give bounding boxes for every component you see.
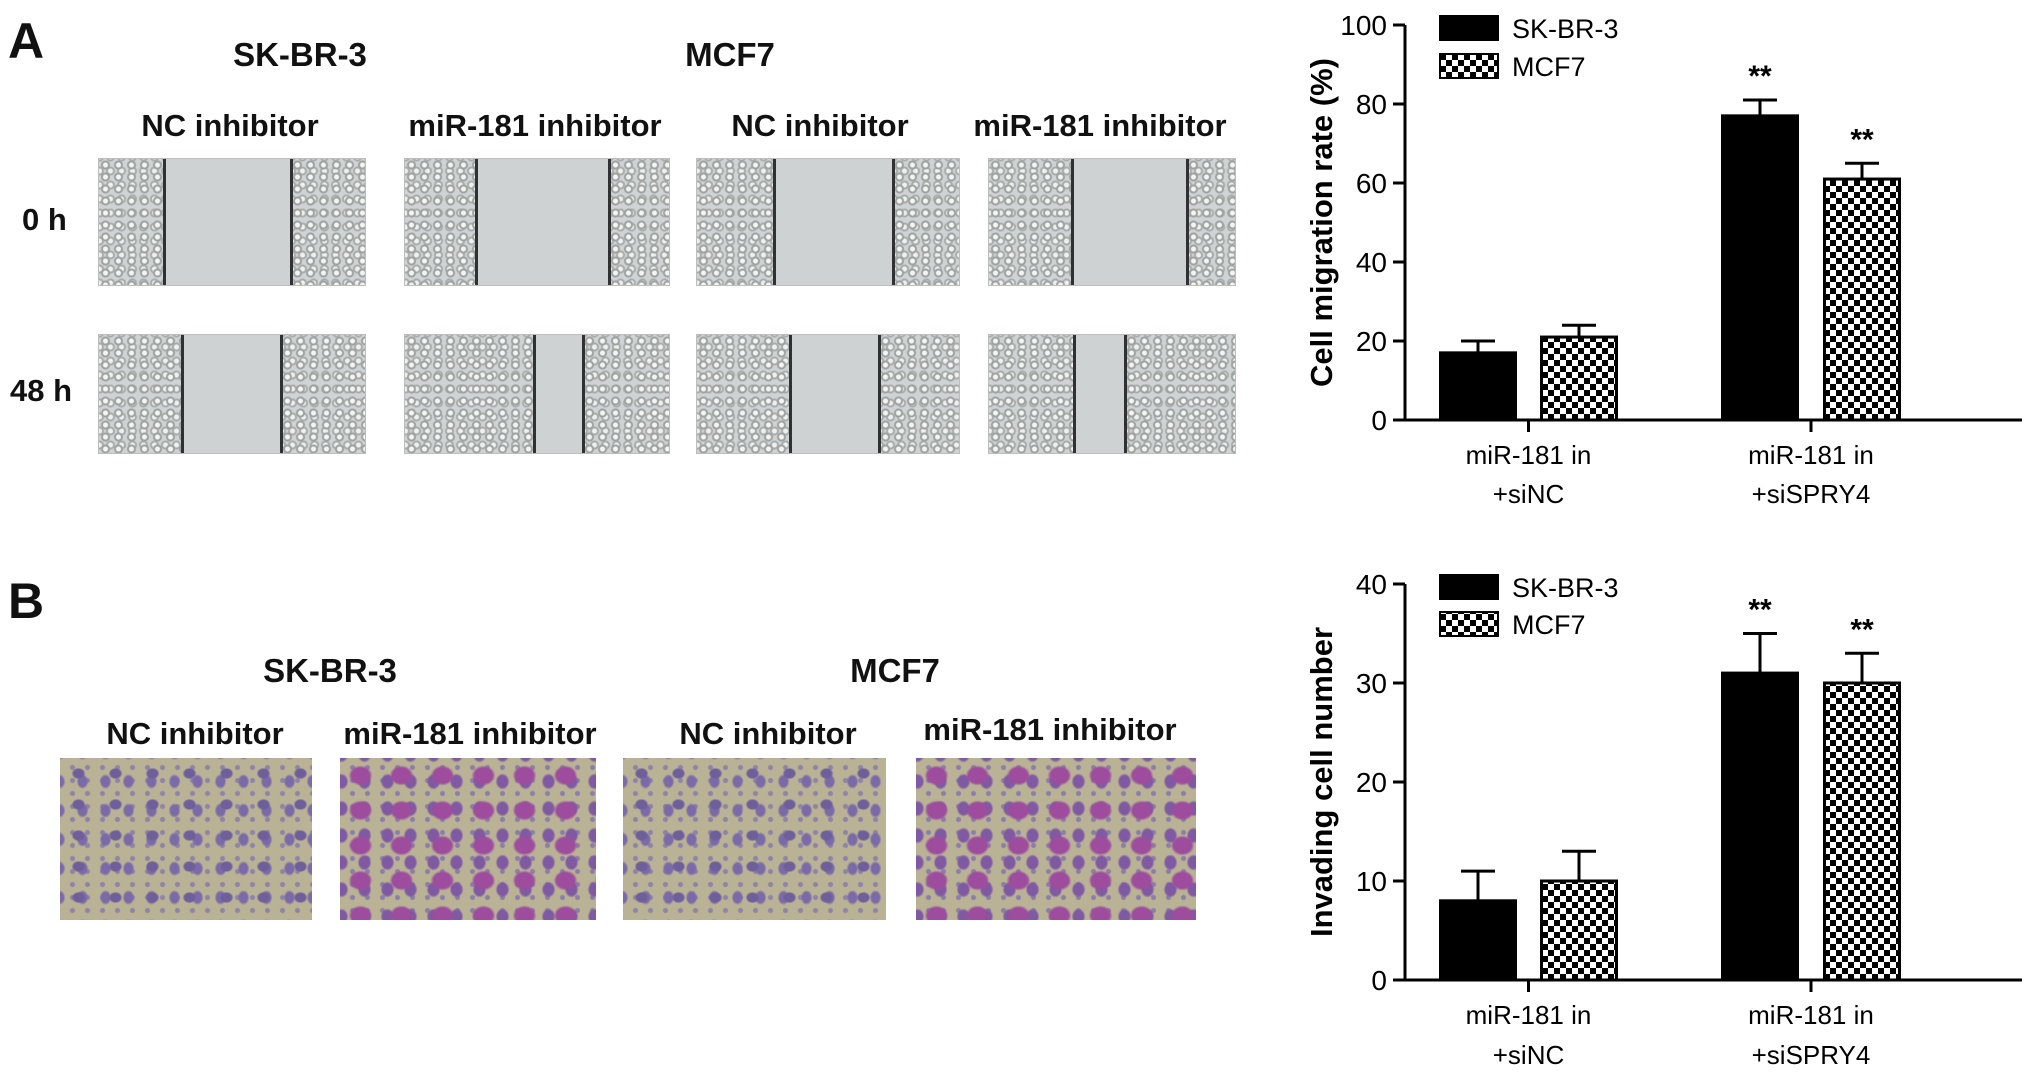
x-tick-label: miR-181 in [1466,440,1592,470]
panel-b-header-mcf7: MCF7 [850,652,940,689]
panel-a-letter: A [8,13,45,69]
panel-b-header-sk-br-3: SK-BR-3 [263,652,397,689]
micrograph-mcf7-mir181-48h [988,334,1236,454]
panel-a-header-sk-br-3: SK-BR-3 [233,36,367,73]
panel-a-header-mcf7: MCF7 [685,36,775,73]
legend-label: MCF7 [1512,52,1586,82]
panel-b-letter: B [8,573,45,629]
micrograph-b-mcf7-nc [623,758,886,920]
significance-label: ** [1850,613,1874,646]
y-tick-label: 80 [1356,89,1387,120]
bar [1721,114,1799,422]
y-axis-label: Invading cell number [1304,627,1339,937]
y-tick-label: 30 [1356,668,1387,699]
panel-b-condition-1: NC inhibitor [106,716,284,751]
row-label-0h: 0 h [22,202,67,237]
micrograph-b-sk-br-3-mir181 [340,758,596,920]
y-tick-label: 40 [1356,247,1387,278]
panel-a-condition-2: miR-181 inhibitor [408,108,662,143]
x-tick-label: miR-181 in [1748,440,1874,470]
panel-b-condition-4: miR-181 inhibitor [923,712,1177,747]
chart-invasion: 0 10 20 30 40 Invading cell number miR-181 in +… [1304,569,2022,1070]
micrograph-sk-br-3-mir181-0h [404,158,670,286]
y-tick-label: 100 [1340,10,1387,41]
bar [1823,681,1901,982]
x-tick-label: +siSPRY4 [1752,479,1871,509]
x-tick-label: miR-181 in [1466,1000,1592,1030]
x-tick-label: +siSPRY4 [1752,1040,1871,1070]
significance-label: ** [1748,594,1772,627]
legend-label: MCF7 [1512,610,1586,640]
panel-a-condition-3: NC inhibitor [731,108,909,143]
panel-a-condition-4: miR-181 inhibitor [973,108,1227,143]
bar [1439,351,1517,422]
x-tick-label: +siNC [1493,1040,1565,1070]
bar [1721,671,1799,982]
bar [1540,335,1618,422]
legend-swatch [1439,574,1499,600]
bar [1823,177,1901,422]
panel-b-condition-2: miR-181 inhibitor [343,716,597,751]
y-tick-label: 10 [1356,866,1387,897]
micrograph-sk-br-3-nc-48h [98,334,366,454]
y-tick-label: 0 [1371,405,1387,436]
micrograph-b-sk-br-3-nc [60,758,312,920]
row-label-48h: 48 h [10,373,73,408]
y-axis-label: Cell migration rate (%) [1304,58,1339,387]
y-tick-label: 40 [1356,569,1387,600]
panel-a-condition-1: NC inhibitor [141,108,319,143]
legend-label: SK-BR-3 [1512,14,1619,44]
micrograph-sk-br-3-nc-0h [98,158,366,286]
legend-swatch [1439,15,1499,41]
micrograph-sk-br-3-mir181-48h [404,334,670,454]
y-tick-label: 0 [1371,965,1387,996]
x-tick-label: miR-181 in [1748,1000,1874,1030]
micrograph-mcf7-nc-48h [696,334,960,454]
bar [1439,899,1517,982]
legend-label: SK-BR-3 [1512,573,1619,603]
micrograph-mcf7-nc-0h [696,158,960,286]
x-tick-label: +siNC [1493,479,1565,509]
legend-swatch [1439,53,1499,79]
y-tick-label: 20 [1356,767,1387,798]
y-tick-label: 60 [1356,168,1387,199]
significance-label: ** [1748,60,1772,93]
bar [1540,879,1618,982]
micrograph-b-mcf7-mir181 [916,758,1196,920]
significance-label: ** [1850,123,1874,156]
micrograph-mcf7-mir181-0h [988,158,1236,286]
y-tick-label: 20 [1356,326,1387,357]
panel-b-condition-3: NC inhibitor [679,716,857,751]
legend-swatch [1439,611,1499,637]
